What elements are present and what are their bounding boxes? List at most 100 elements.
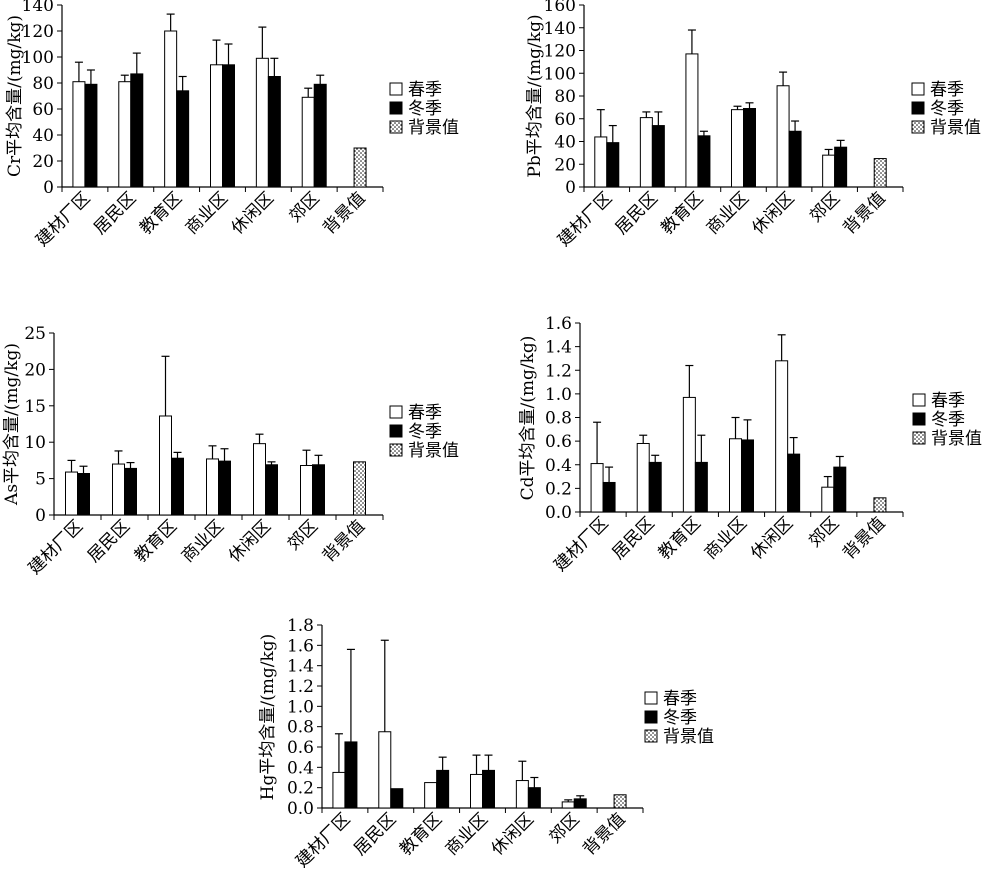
bar — [84, 83, 98, 188]
x-tick-label: 休闲区 — [228, 188, 278, 238]
legend-label: 冬季 — [663, 708, 697, 728]
legend-label: 春季 — [408, 403, 442, 423]
y-tick-label: 10 — [24, 433, 46, 453]
x-tick-label: 建材厂区 — [25, 516, 87, 578]
x-tick-label: 居民区 — [612, 188, 662, 238]
x-tick-label: 商业区 — [178, 516, 228, 566]
y-tick-label: 120 — [22, 22, 54, 42]
bar — [267, 76, 281, 188]
bar — [112, 463, 125, 516]
background-swatch-icon — [911, 120, 925, 134]
bar — [482, 769, 495, 809]
y-tick-label: 1.2 — [545, 361, 572, 381]
legend-label: 背景值 — [408, 441, 459, 461]
bar — [834, 146, 848, 188]
y-axis-label: As平均含量/(mg/kg) — [2, 343, 22, 506]
x-tick-label: 居民区 — [84, 516, 134, 566]
x-tick-label: 背景值 — [319, 188, 369, 238]
bar — [651, 125, 665, 188]
x-tick-label: 背景值 — [839, 513, 889, 563]
y-axis-label: Cd平均含量/(mg/kg) — [518, 336, 538, 501]
x-tick-label: 休闲区 — [748, 188, 798, 238]
bar — [776, 85, 790, 188]
winter-swatch-icon — [389, 424, 403, 438]
legend-label: 背景值 — [931, 429, 982, 449]
bar — [685, 53, 699, 188]
x-tick-label: 教育区 — [136, 188, 186, 238]
x-tick-label: 居民区 — [90, 188, 140, 238]
y-tick-label: 1.6 — [287, 636, 314, 656]
bar — [648, 461, 662, 513]
y-tick-label: 0.8 — [545, 409, 572, 429]
bar — [424, 782, 438, 809]
y-tick-label: 120 — [544, 42, 576, 62]
y-tick-label: 0.6 — [545, 432, 572, 452]
x-tick-label: 居民区 — [609, 513, 659, 563]
legend-label: 春季 — [931, 391, 965, 411]
spring-swatch-icon — [389, 405, 403, 419]
bar — [821, 486, 835, 513]
bar — [833, 466, 847, 513]
x-tick-label: 建材厂区 — [32, 188, 94, 250]
x-tick-label: 商业区 — [182, 188, 232, 238]
bar — [639, 117, 653, 188]
background-swatch-icon — [389, 443, 403, 457]
y-tick-label: 140 — [22, 0, 54, 16]
bar — [176, 90, 190, 188]
y-tick-label: 0.6 — [287, 738, 314, 758]
y-tick-label: 0.4 — [287, 758, 314, 778]
x-tick-label: 休闲区 — [225, 516, 275, 566]
bar — [300, 464, 313, 516]
y-tick-label: 1.0 — [287, 697, 314, 717]
bar — [124, 467, 137, 516]
x-tick-label: 居民区 — [350, 809, 400, 859]
y-tick-label: 20 — [24, 360, 46, 380]
bar — [118, 81, 132, 188]
legend-label: 背景值 — [663, 727, 714, 747]
x-tick-label: 商业区 — [701, 513, 751, 563]
background-swatch-icon — [912, 431, 926, 445]
y-tick-label: 60 — [554, 110, 576, 130]
y-tick-label: 0 — [565, 178, 576, 198]
bar — [218, 460, 231, 516]
y-tick-label: 100 — [544, 64, 576, 84]
y-tick-label: 5 — [35, 470, 46, 490]
bar — [77, 473, 90, 516]
y-tick-label: 0 — [43, 178, 54, 198]
y-tick-label: 60 — [32, 100, 54, 120]
bar — [253, 443, 266, 516]
spring-swatch-icon — [644, 691, 658, 705]
bar — [590, 463, 604, 513]
y-tick-label: 40 — [554, 133, 576, 153]
legend-label: 冬季 — [930, 99, 964, 119]
bar — [573, 798, 587, 809]
x-tick-label: 郊区 — [286, 188, 324, 226]
legend-label: 冬季 — [931, 410, 965, 430]
bar — [606, 142, 620, 188]
legend-label: 春季 — [663, 689, 697, 709]
bar — [222, 64, 235, 188]
x-tick-label: 休闲区 — [488, 809, 538, 859]
y-tick-label: 1.8 — [287, 616, 314, 636]
bar — [788, 130, 802, 188]
y-tick-label: 0.4 — [545, 456, 572, 476]
bar — [594, 136, 608, 188]
bar — [312, 464, 325, 516]
bar — [515, 780, 529, 809]
legend-label: 春季 — [408, 80, 442, 100]
chart-panel: 0.00.20.40.60.81.01.21.41.61.8建材厂区居民区教育区… — [258, 616, 714, 872]
y-tick-label: 1.4 — [287, 657, 314, 677]
x-tick-label: 教育区 — [396, 809, 446, 859]
bar — [159, 415, 172, 516]
y-tick-label: 1.0 — [545, 385, 572, 405]
y-tick-label: 20 — [554, 155, 576, 175]
y-tick-label: 0.0 — [545, 503, 572, 523]
y-tick-label: 0.0 — [287, 799, 314, 819]
bar — [731, 109, 744, 188]
x-tick-label: 教育区 — [131, 516, 181, 566]
bar — [301, 96, 315, 188]
x-tick-label: 教育区 — [655, 513, 705, 563]
